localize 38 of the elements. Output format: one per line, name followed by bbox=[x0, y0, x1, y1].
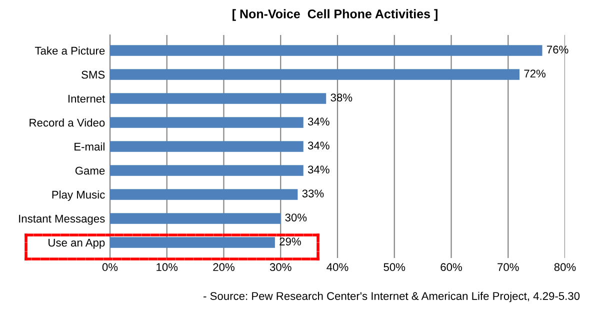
data-label: 34% bbox=[308, 166, 330, 174]
data-label: 34% bbox=[308, 118, 330, 126]
x-tick-label: 10% bbox=[156, 263, 178, 272]
y-tick-label: Instant Messages bbox=[19, 214, 105, 225]
x-tick-label: 80% bbox=[554, 263, 576, 272]
y-tick-label: Play Music bbox=[52, 190, 105, 201]
y-tick-label: Use an App bbox=[48, 238, 105, 249]
bar bbox=[110, 189, 298, 200]
x-tick-label: 70% bbox=[498, 263, 519, 272]
y-tick-label: Record a Video bbox=[30, 118, 105, 127]
data-label: 33% bbox=[302, 190, 324, 198]
y-tick-label: Internet bbox=[68, 94, 106, 103]
bar bbox=[110, 213, 281, 224]
data-label: 72% bbox=[524, 70, 546, 78]
x-tick-label: 60% bbox=[440, 263, 462, 272]
x-tick-label: 30% bbox=[270, 263, 292, 272]
x-tick-label: 40% bbox=[326, 263, 348, 272]
x-tick-label: 0% bbox=[102, 263, 118, 272]
y-tick-label: Game bbox=[75, 166, 105, 175]
bar bbox=[110, 117, 304, 128]
bar bbox=[110, 45, 542, 56]
data-label: 34% bbox=[308, 142, 330, 150]
y-tick-label: Take a Picture bbox=[34, 46, 105, 55]
data-label: 29% bbox=[280, 238, 301, 246]
x-tick-label: 20% bbox=[213, 263, 234, 272]
chart-title: [ Non-Voice Cell Phone Activities ] bbox=[232, 9, 438, 21]
data-label: 38% bbox=[330, 94, 352, 102]
bar bbox=[110, 141, 304, 152]
bar bbox=[110, 165, 304, 176]
data-label: 76% bbox=[546, 46, 568, 54]
y-tick-label: E-mail bbox=[74, 142, 104, 151]
text: - Source: Pew Research Center's Internet & American Life Project, 4.29-5.30 bbox=[204, 292, 580, 302]
data-label: 30% bbox=[285, 214, 307, 222]
bar bbox=[110, 69, 520, 80]
bar bbox=[110, 237, 275, 248]
bar bbox=[110, 93, 326, 104]
y-tick-label: SMS bbox=[82, 70, 105, 79]
x-tick-label: 50% bbox=[384, 263, 406, 272]
